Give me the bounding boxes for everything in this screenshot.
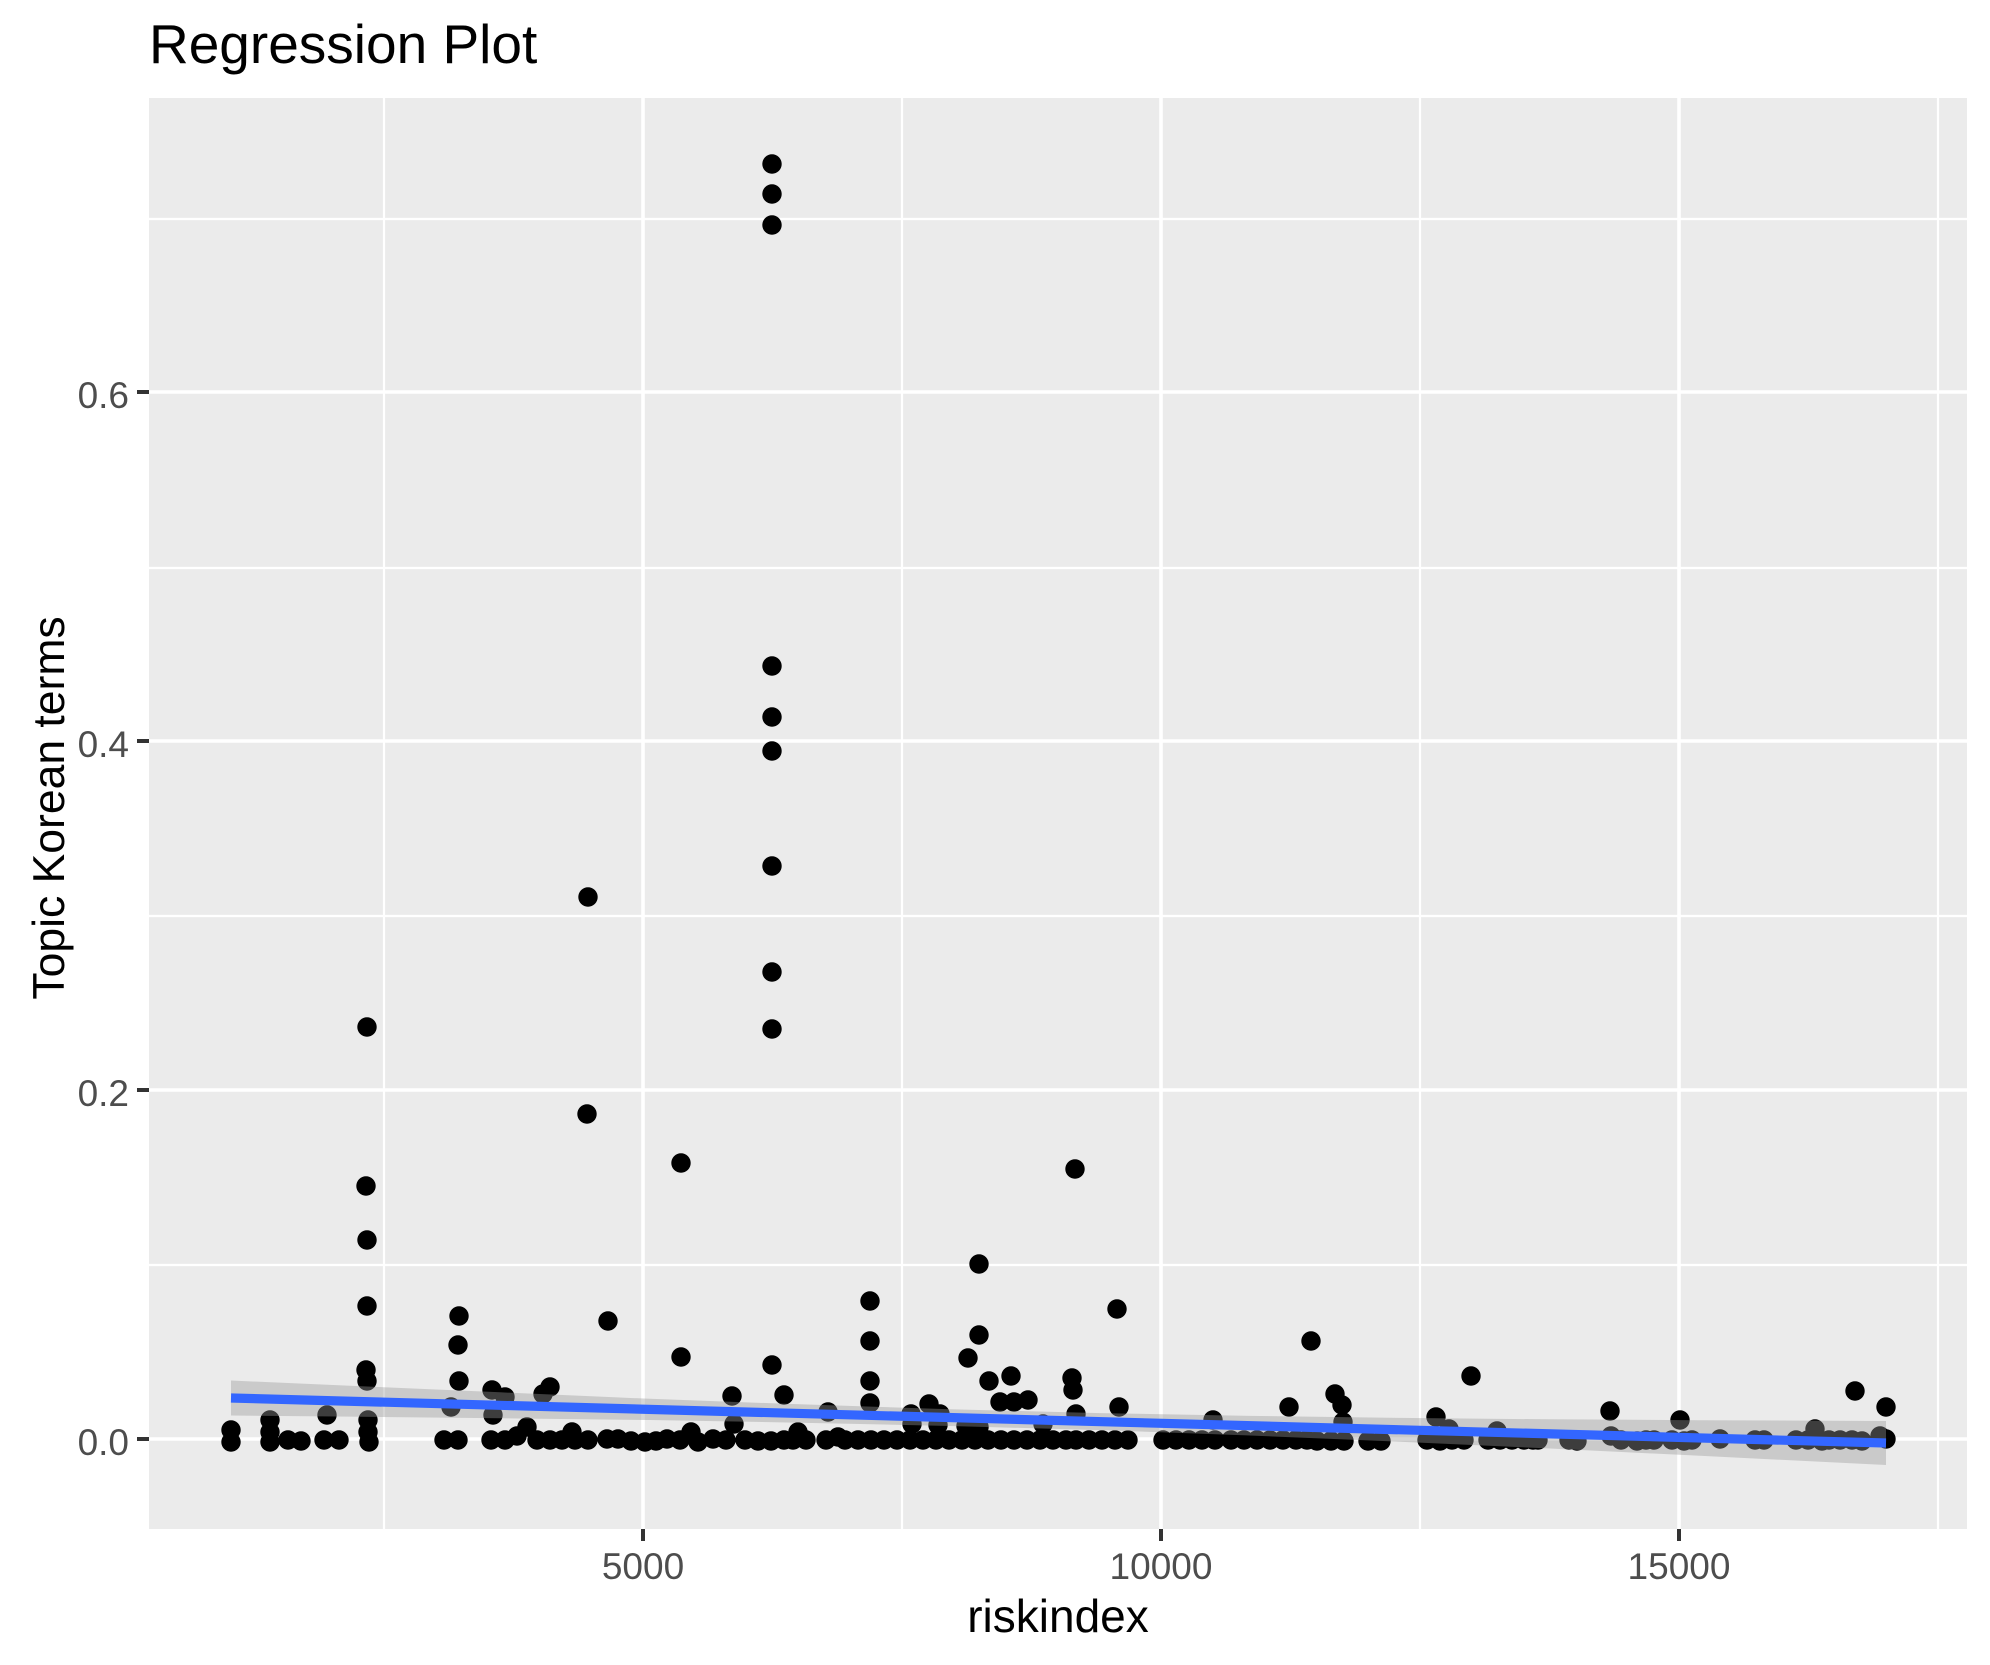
svg-text:riskindex: riskindex xyxy=(967,1590,1149,1642)
svg-text:0.6: 0.6 xyxy=(78,375,129,416)
svg-text:Topic Korean terms: Topic Korean terms xyxy=(25,616,74,999)
svg-text:0.0: 0.0 xyxy=(78,1422,129,1463)
svg-text:5000: 5000 xyxy=(602,1546,684,1587)
svg-text:Regression Plot: Regression Plot xyxy=(149,13,537,75)
svg-text:15000: 15000 xyxy=(1628,1546,1731,1587)
svg-text:0.4: 0.4 xyxy=(78,724,129,765)
svg-text:0.2: 0.2 xyxy=(78,1073,129,1114)
svg-text:10000: 10000 xyxy=(1110,1546,1213,1587)
